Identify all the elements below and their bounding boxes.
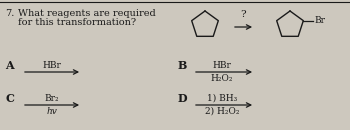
Text: 1) BH₃: 1) BH₃	[207, 94, 237, 103]
Text: HBr: HBr	[43, 61, 62, 70]
Text: C: C	[5, 93, 14, 104]
Text: 2) H₂O₂: 2) H₂O₂	[205, 107, 239, 116]
Text: 7.: 7.	[5, 9, 14, 18]
Text: D: D	[178, 93, 188, 104]
Text: A: A	[5, 60, 14, 71]
Text: ?: ?	[240, 10, 246, 19]
Text: B: B	[178, 60, 187, 71]
Text: Br: Br	[314, 16, 325, 25]
Text: What reagents are required: What reagents are required	[18, 9, 156, 18]
Text: H₂O₂: H₂O₂	[211, 74, 233, 83]
Text: HBr: HBr	[212, 61, 231, 70]
Text: Br₂: Br₂	[45, 94, 59, 103]
Text: for this transformation?: for this transformation?	[18, 18, 136, 27]
Text: hv: hv	[47, 107, 57, 116]
